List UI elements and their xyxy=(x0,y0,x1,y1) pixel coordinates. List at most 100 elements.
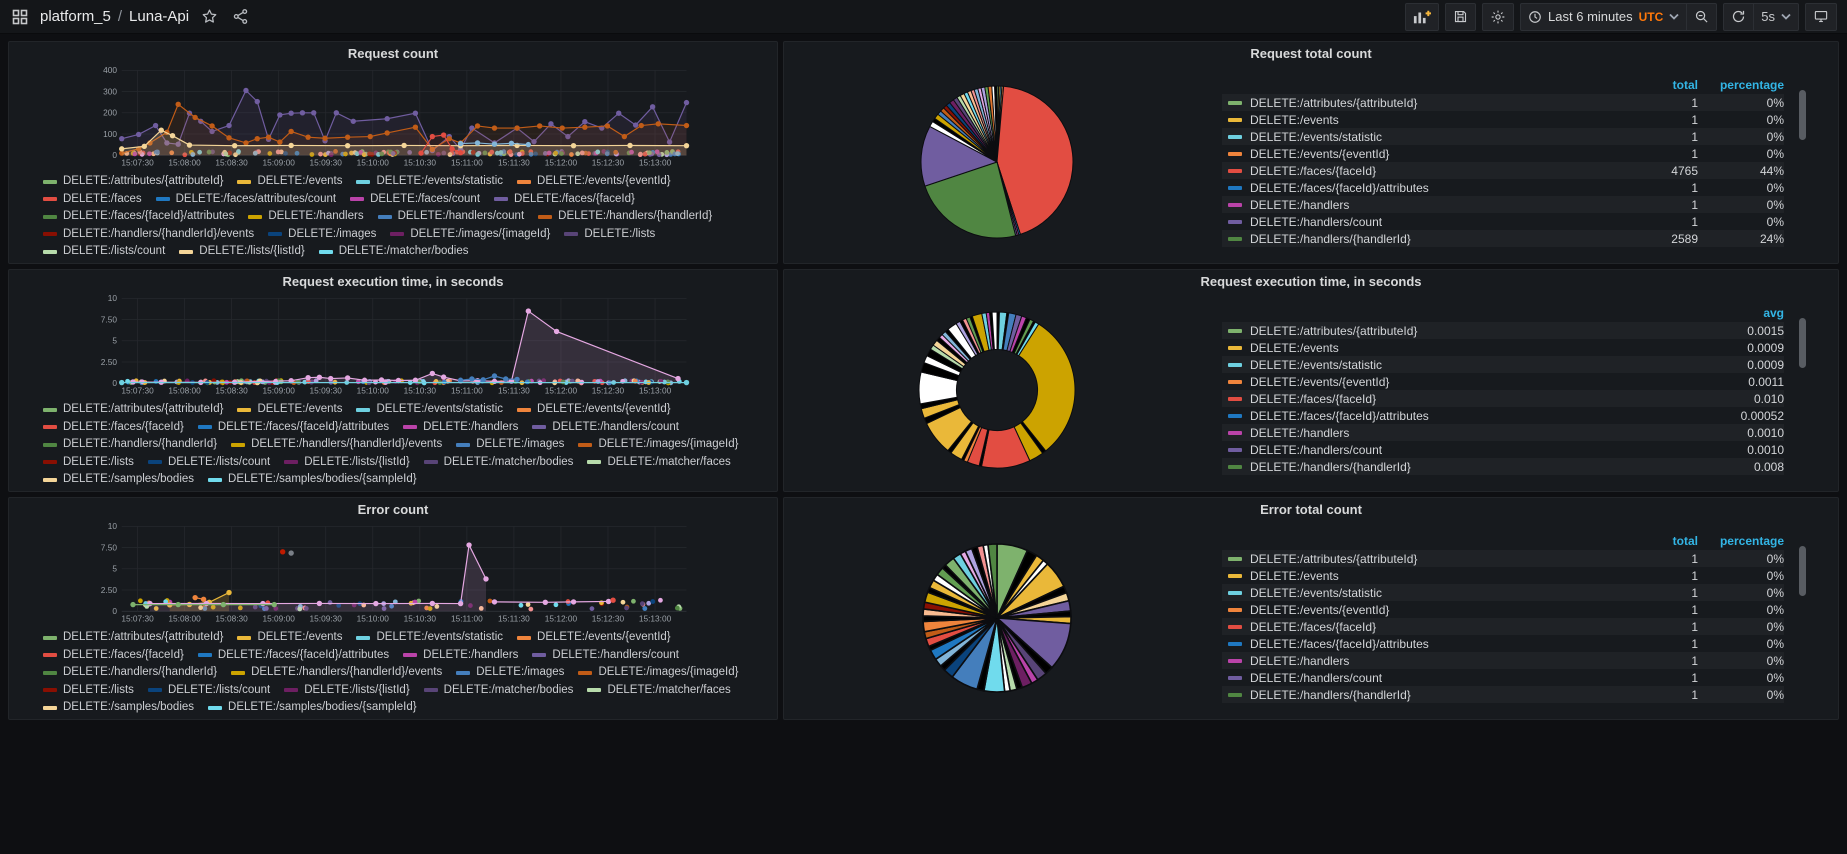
table-row[interactable]: DELETE:/handlers/{handlerId} 1 0% xyxy=(1222,686,1784,703)
panel-title[interactable]: Request count xyxy=(347,46,439,61)
table-row[interactable]: DELETE:/handlers/{handlerId} 2589 24% xyxy=(1222,230,1784,247)
legend-item[interactable]: DELETE:/faces/{faceId}/attributes xyxy=(197,420,389,435)
legend-item[interactable]: DELETE:/events/statistic xyxy=(356,630,503,645)
table-row[interactable]: DELETE:/events 1 0% xyxy=(1222,567,1784,584)
save-dashboard-button[interactable] xyxy=(1445,2,1477,31)
table-row[interactable]: DELETE:/attributes/{attributeId} 0.0015 xyxy=(1222,322,1784,339)
legend-item[interactable]: DELETE:/handlers/count xyxy=(532,420,679,435)
legend-item[interactable]: DELETE:/events/{eventId} xyxy=(517,174,671,189)
legend-item[interactable]: DELETE:/handlers xyxy=(403,420,518,435)
table-row[interactable]: DELETE:/handlers/count 0.0010 xyxy=(1222,441,1784,458)
legend-item[interactable]: DELETE:/events xyxy=(237,630,342,645)
table-row[interactable]: DELETE:/events/{eventId} 1 0% xyxy=(1222,601,1784,618)
panel-title[interactable]: Request total count xyxy=(1250,46,1372,61)
legend-item[interactable]: DELETE:/handlers/count xyxy=(532,648,679,663)
legend-item[interactable]: DELETE:/images/{imageId} xyxy=(578,437,738,452)
table-row[interactable]: DELETE:/attributes/{attributeId} 1 0% xyxy=(1222,94,1784,111)
legend-item[interactable]: DELETE:/faces/attributes/count xyxy=(155,192,336,207)
refresh-button[interactable] xyxy=(1723,2,1755,31)
table-row[interactable]: DELETE:/handlers 1 0% xyxy=(1222,196,1784,213)
zoom-out-time-button[interactable] xyxy=(1687,2,1718,31)
table-row[interactable]: DELETE:/handlers/{handlerId} 0.008 xyxy=(1222,458,1784,475)
legend-item[interactable]: DELETE:/lists/{listId} xyxy=(284,683,410,698)
panel-title[interactable]: Request execution time, in seconds xyxy=(1200,274,1422,289)
table-row[interactable]: DELETE:/handlers 0.0010 xyxy=(1222,424,1784,441)
legend-item[interactable]: DELETE:/matcher/bodies xyxy=(423,683,573,698)
table-row[interactable]: DELETE:/faces/{faceId} 1 0% xyxy=(1222,618,1784,635)
table-row[interactable]: DELETE:/faces/{faceId} 4765 44% xyxy=(1222,162,1784,179)
table-row[interactable]: DELETE:/events/statistic 1 0% xyxy=(1222,584,1784,601)
legend-item[interactable]: DELETE:/lists/{listId} xyxy=(179,244,305,259)
breadcrumb-dashboard[interactable]: Luna-Api xyxy=(129,8,190,25)
column-header-total[interactable]: total xyxy=(1672,78,1698,92)
legend-item[interactable]: DELETE:/matcher/bodies xyxy=(423,455,573,470)
table-row[interactable]: DELETE:/events/{eventId} 0.0011 xyxy=(1222,373,1784,390)
legend-item[interactable]: DELETE:/faces/{faceId}/attributes xyxy=(43,209,234,224)
pie-slice[interactable] xyxy=(924,160,1017,238)
table-row[interactable]: DELETE:/handlers/count 1 0% xyxy=(1222,213,1784,230)
table-row[interactable]: DELETE:/handlers 1 0% xyxy=(1222,652,1784,669)
table-row[interactable]: DELETE:/events/statistic 0.0009 xyxy=(1222,356,1784,373)
legend-item[interactable]: DELETE:/handlers xyxy=(248,209,364,224)
legend-item[interactable]: DELETE:/faces/{faceId} xyxy=(494,192,635,207)
add-panel-button[interactable] xyxy=(1405,2,1440,31)
legend-item[interactable]: DELETE:/matcher/bodies xyxy=(318,244,469,259)
legend-item[interactable]: DELETE:/lists xyxy=(43,455,134,470)
legend-item[interactable]: DELETE:/events/statistic xyxy=(356,402,503,417)
table-row[interactable]: DELETE:/faces/{faceId}/attributes 1 0% xyxy=(1222,179,1784,196)
legend-item[interactable]: DELETE:/faces xyxy=(43,192,142,207)
table-row[interactable]: DELETE:/faces/{faceId}/attributes 1 0% xyxy=(1222,635,1784,652)
pie-slice[interactable] xyxy=(991,310,998,350)
legend-item[interactable]: DELETE:/matcher/faces xyxy=(587,683,731,698)
table-row[interactable]: DELETE:/handlers/count 1 0% xyxy=(1222,669,1784,686)
table-row[interactable]: DELETE:/faces/{faceId} 0.010 xyxy=(1222,390,1784,407)
legend-item[interactable]: DELETE:/lists/{listId} xyxy=(284,455,410,470)
legend-item[interactable]: DELETE:/handlers/{handlerId}/events xyxy=(43,227,254,242)
legend-item[interactable]: DELETE:/handlers xyxy=(403,648,518,663)
legend-item[interactable]: DELETE:/events/statistic xyxy=(356,174,503,189)
legend-item[interactable]: DELETE:/lists xyxy=(43,683,134,698)
legend-item[interactable]: DELETE:/attributes/{attributeId} xyxy=(43,630,223,645)
table-row[interactable]: DELETE:/events 1 0% xyxy=(1222,111,1784,128)
legend-item[interactable]: DELETE:/lists/count xyxy=(43,244,165,259)
refresh-interval-dropdown[interactable]: 5s xyxy=(1754,2,1799,31)
legend-item[interactable]: DELETE:/handlers/{handlerId}/events xyxy=(231,437,442,452)
table-row[interactable]: DELETE:/events/{eventId} 1 0% xyxy=(1222,145,1784,162)
legend-item[interactable]: DELETE:/images xyxy=(456,437,564,452)
legend-item[interactable]: DELETE:/samples/bodies/{sampleId} xyxy=(208,700,417,715)
legend-item[interactable]: DELETE:/events xyxy=(237,174,342,189)
legend-item[interactable]: DELETE:/samples/bodies xyxy=(43,700,194,715)
legend-item[interactable]: DELETE:/faces/{faceId}/attributes xyxy=(197,648,389,663)
legend-item[interactable]: DELETE:/handlers/{handlerId} xyxy=(43,437,217,452)
legend-item[interactable]: DELETE:/lists/count xyxy=(147,683,270,698)
legend-item[interactable]: DELETE:/faces/count xyxy=(350,192,480,207)
legend-item[interactable]: DELETE:/handlers/count xyxy=(377,209,524,224)
legend-item[interactable]: DELETE:/events xyxy=(237,402,342,417)
legend-item[interactable]: DELETE:/attributes/{attributeId} xyxy=(43,174,223,189)
share-icon[interactable] xyxy=(230,6,251,27)
legend-item[interactable]: DELETE:/images xyxy=(268,227,376,242)
time-range-picker[interactable]: Last 6 minutes UTC xyxy=(1520,2,1688,31)
pie-slice[interactable] xyxy=(920,125,999,187)
legend-item[interactable]: DELETE:/lists xyxy=(564,227,655,242)
legend-item[interactable]: DELETE:/attributes/{attributeId} xyxy=(43,402,223,417)
legend-item[interactable]: DELETE:/matcher/faces xyxy=(587,455,731,470)
legend-item[interactable]: DELETE:/images/{imageId} xyxy=(578,665,738,680)
table-row[interactable]: DELETE:/attributes/{attributeId} 1 0% xyxy=(1222,550,1784,567)
apps-grid-icon[interactable] xyxy=(10,7,30,27)
column-header-percentage[interactable]: percentage xyxy=(1719,78,1784,92)
legend-item[interactable]: DELETE:/faces/{faceId} xyxy=(43,648,184,663)
kiosk-mode-button[interactable] xyxy=(1805,2,1837,31)
pie-slice[interactable] xyxy=(994,84,998,162)
panel-title[interactable]: Error total count xyxy=(1260,502,1362,517)
legend-item[interactable]: DELETE:/images/{imageId} xyxy=(390,227,550,242)
table-row[interactable]: DELETE:/events 0.0009 xyxy=(1222,339,1784,356)
legend-item[interactable]: DELETE:/samples/bodies xyxy=(43,472,194,487)
column-header-percentage[interactable]: percentage xyxy=(1719,534,1784,548)
legend-item[interactable]: DELETE:/handlers/{handlerId} xyxy=(43,665,217,680)
breadcrumb-folder[interactable]: platform_5 xyxy=(40,8,111,25)
legend-item[interactable]: DELETE:/samples/bodies/{sampleId} xyxy=(208,472,417,487)
legend-item[interactable]: DELETE:/images xyxy=(456,665,564,680)
pie-slice[interactable] xyxy=(987,542,998,618)
scrollbar-thumb[interactable] xyxy=(1799,90,1806,140)
